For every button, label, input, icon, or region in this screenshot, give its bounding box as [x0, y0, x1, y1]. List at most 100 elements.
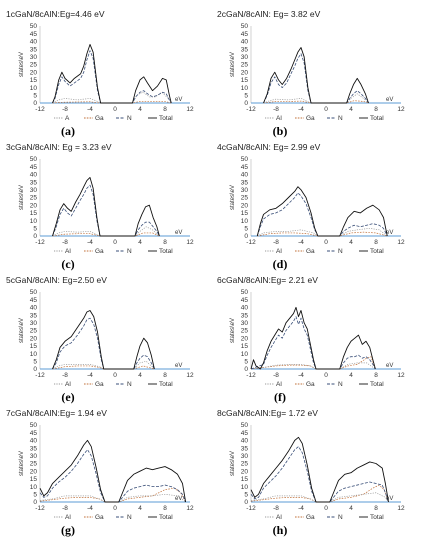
x-tick-label: 12 — [397, 505, 405, 512]
y-tick-label: 10 — [241, 218, 249, 225]
dos-chart-2: 2cGaN/8cAlN: Eg= 3.82 eV0510152025303540… — [217, 9, 405, 122]
y-tick-label: 20 — [30, 335, 38, 342]
x-tick-label: 12 — [397, 239, 405, 246]
y-tick-label: 15 — [30, 210, 38, 217]
chart-title: 1cGaN/8cAlN:Eg=4.46 eV — [6, 9, 105, 19]
y-tick-label: 40 — [241, 305, 249, 312]
y-tick-label: 0 — [244, 366, 248, 373]
y-tick-label: 10 — [241, 351, 249, 358]
y-tick-label: 50 — [30, 289, 38, 296]
y-tick-label: 25 — [30, 62, 38, 69]
series-line-ga — [257, 231, 388, 237]
series-line-n — [39, 449, 187, 503]
y-tick-label: 20 — [30, 468, 38, 475]
y-tick-label: 20 — [241, 468, 249, 475]
panel-caption: (b) — [272, 124, 288, 138]
legend-label-total: Total — [159, 248, 173, 255]
x-tick-label: -8 — [62, 239, 68, 246]
x-tick-label: 8 — [374, 372, 378, 379]
series-line-al — [257, 227, 388, 237]
y-tick-label: 5 — [33, 359, 37, 366]
y-tick-label: 35 — [241, 46, 249, 53]
chart-title: 3cGaN/8cAlN: Eg = 3.23 eV — [6, 142, 112, 152]
y-tick-label: 40 — [241, 172, 249, 179]
y-tick-label: 5 — [33, 492, 37, 499]
y-tick-label: 40 — [241, 39, 249, 46]
legend-label-total: Total — [159, 381, 173, 388]
series-line-total — [263, 47, 369, 104]
legend-label-ga: Ga — [306, 248, 315, 255]
y-tick-label: 45 — [30, 297, 38, 304]
x-axis-label: eV — [175, 97, 182, 103]
y-tick-label: 25 — [30, 461, 38, 468]
x-tick-label: 8 — [163, 372, 167, 379]
legend-label-al: Al — [276, 248, 282, 255]
x-tick-label: -4 — [298, 372, 304, 379]
y-tick-label: 50 — [30, 422, 38, 429]
x-tick-label: 12 — [186, 239, 194, 246]
x-tick-label: 4 — [349, 505, 353, 512]
y-tick-label: 0 — [244, 499, 248, 506]
y-axis-label: states\eV — [19, 185, 25, 210]
x-tick-label: -12 — [246, 239, 256, 246]
panel-caption: (e) — [61, 390, 75, 404]
legend-label-total: Total — [370, 381, 384, 388]
series-line-total — [52, 44, 172, 104]
y-tick-label: 45 — [241, 430, 249, 437]
y-tick-label: 30 — [30, 187, 38, 194]
y-tick-label: 15 — [30, 77, 38, 84]
x-tick-label: 12 — [186, 106, 194, 113]
series-line-n — [263, 53, 369, 104]
legend-label-n: N — [338, 514, 343, 521]
y-tick-label: 10 — [241, 85, 249, 92]
y-tick-label: 30 — [241, 320, 249, 327]
x-tick-label: -4 — [87, 372, 93, 379]
x-tick-label: -12 — [35, 372, 45, 379]
y-tick-label: 5 — [33, 93, 37, 100]
x-tick-label: 4 — [138, 505, 142, 512]
y-tick-label: 5 — [244, 93, 248, 100]
x-tick-label: 4 — [349, 106, 353, 113]
legend-label-ga: Ga — [95, 248, 104, 255]
y-tick-label: 5 — [244, 359, 248, 366]
y-tick-label: 50 — [241, 422, 249, 429]
y-tick-label: 45 — [30, 31, 38, 38]
legend-label-al: Al — [65, 514, 71, 521]
y-tick-label: 20 — [241, 69, 249, 76]
x-tick-label: -12 — [246, 505, 256, 512]
x-axis-label: eV — [386, 363, 393, 369]
panel-caption: (c) — [61, 257, 75, 271]
legend-label-ga: Ga — [95, 381, 104, 388]
x-tick-label: 12 — [186, 372, 194, 379]
legend-label-n: N — [127, 381, 132, 388]
y-tick-label: 30 — [241, 187, 249, 194]
y-tick-label: 50 — [30, 23, 38, 30]
legend-label-n: N — [127, 115, 132, 122]
x-tick-label: -8 — [273, 239, 279, 246]
dos-chart-1: 1cGaN/8cAlN:Eg=4.46 eV051015202530354045… — [6, 9, 194, 122]
y-tick-label: 15 — [241, 210, 249, 217]
y-tick-label: 45 — [30, 164, 38, 171]
x-tick-label: -8 — [62, 505, 68, 512]
x-tick-label: 12 — [397, 106, 405, 113]
y-tick-label: 50 — [30, 156, 38, 163]
series-line-ga — [250, 356, 376, 370]
x-tick-label: -8 — [273, 372, 279, 379]
y-tick-label: 35 — [30, 179, 38, 186]
series-line-n — [250, 446, 389, 503]
legend-label-ga: Ga — [306, 514, 315, 521]
y-tick-label: 50 — [241, 23, 249, 30]
x-tick-label: 12 — [397, 372, 405, 379]
x-tick-label: 0 — [324, 505, 328, 512]
x-tick-label: 4 — [349, 372, 353, 379]
series-line-n — [52, 50, 172, 104]
y-axis-label: states\eV — [19, 451, 25, 476]
dos-chart-6: 6cGaN/8cAlN:Eg= 2.21 eV05101520253035404… — [217, 275, 405, 388]
x-axis-label: eV — [175, 496, 182, 502]
y-axis-label: states\eV — [19, 52, 25, 77]
series-line-ga — [52, 232, 160, 237]
series-line-ga — [52, 101, 172, 104]
y-tick-label: 35 — [241, 445, 249, 452]
y-tick-label: 25 — [241, 195, 249, 202]
